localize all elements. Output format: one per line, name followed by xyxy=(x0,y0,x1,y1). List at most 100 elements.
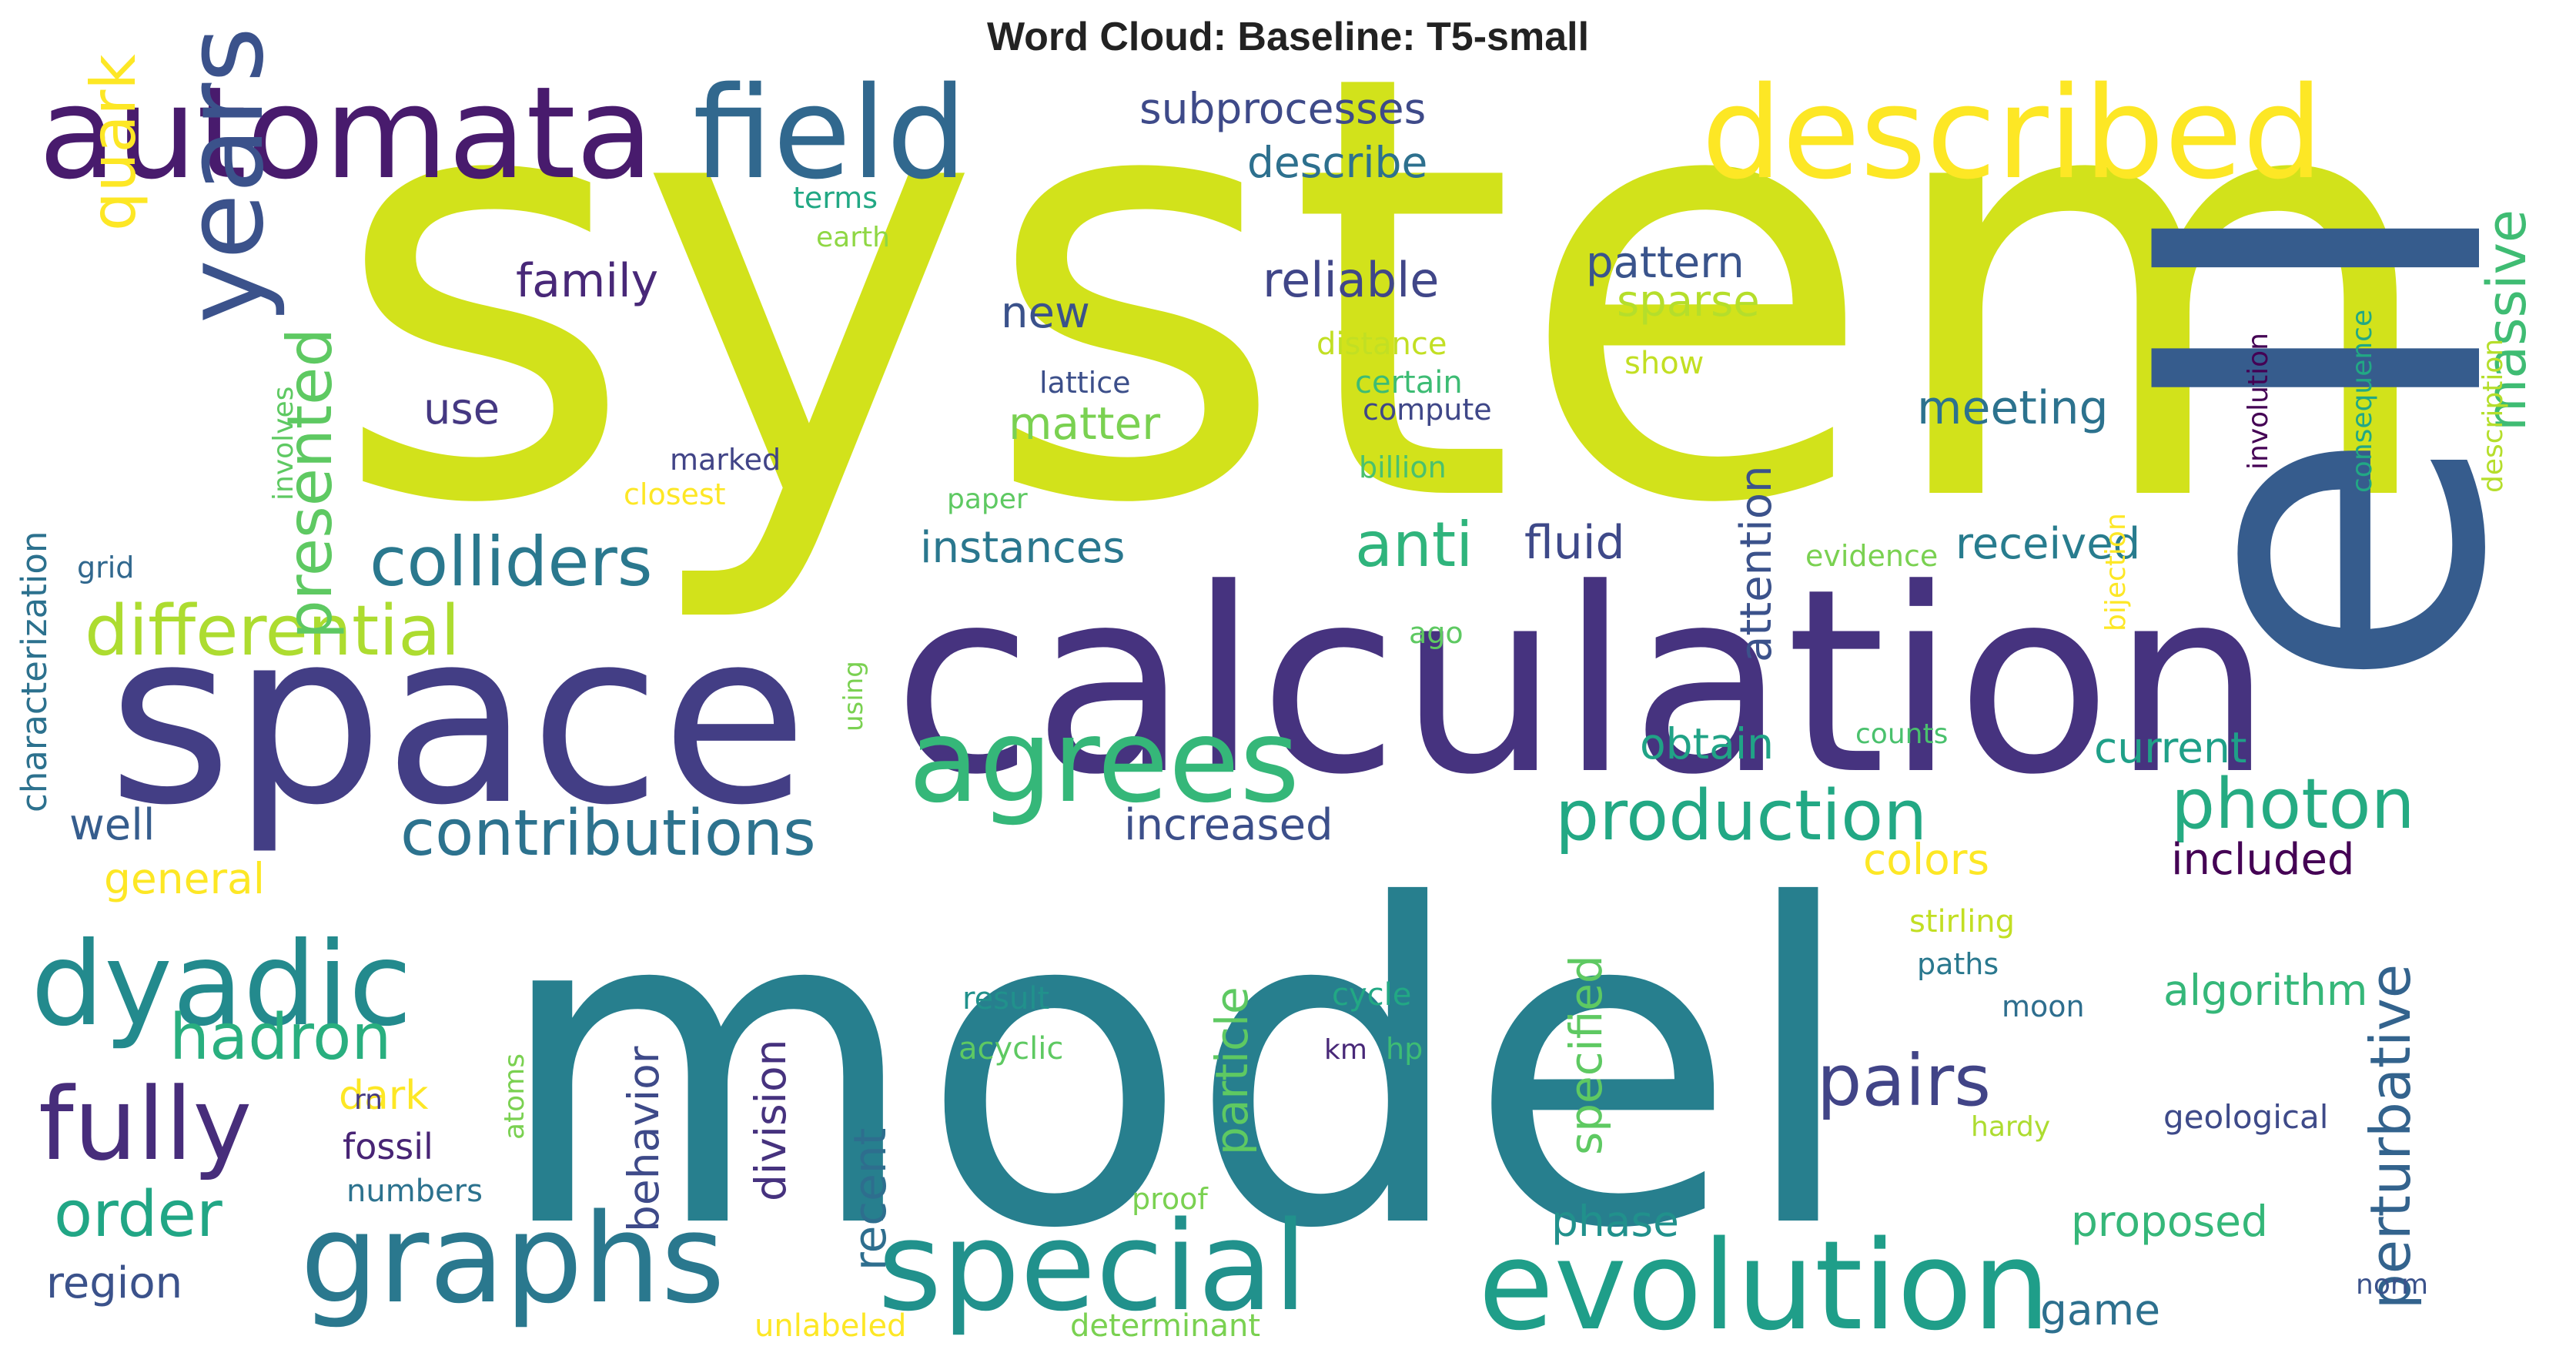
word-involves: involves xyxy=(268,387,299,501)
word-included: included xyxy=(2171,835,2354,885)
word-ago: ago xyxy=(1409,616,1464,650)
word-show: show xyxy=(1624,346,1704,381)
word-described: described xyxy=(1701,59,2323,207)
word-photon: photon xyxy=(2171,764,2415,845)
word-agrees: agrees xyxy=(908,695,1300,829)
word-attention: attention xyxy=(1731,466,1781,662)
word-recent: recent xyxy=(844,1128,896,1271)
word-evolution: evolution xyxy=(1478,1214,2050,1358)
word-massive: massive xyxy=(2475,209,2538,431)
word-family: family xyxy=(516,254,658,308)
word-phase: phase xyxy=(1551,1197,1679,1246)
word-increased: increased xyxy=(1124,800,1333,850)
word-general: general xyxy=(104,854,265,903)
word-pattern: pattern xyxy=(1586,238,1745,288)
word-differential: differential xyxy=(85,591,460,671)
word-determinant: determinant xyxy=(1070,1308,1260,1344)
word-proof: proof xyxy=(1132,1182,1209,1216)
word-anti: anti xyxy=(1355,509,1473,581)
word-paths: paths xyxy=(1917,947,1999,981)
word-game: game xyxy=(2040,1285,2160,1335)
word-obtain: obtain xyxy=(1640,719,1774,769)
word-hadron: hadron xyxy=(169,1001,391,1074)
word-subprocesses: subprocesses xyxy=(1139,84,1426,133)
word-counts: counts xyxy=(1855,718,1948,750)
word-certain: certain xyxy=(1355,365,1463,400)
word-characterization: characterization xyxy=(14,531,55,812)
word-numbers: numbers xyxy=(346,1174,483,1209)
word-acyclic: acyclic xyxy=(958,1031,1063,1067)
word-years: years xyxy=(162,27,288,323)
word-well: well xyxy=(69,800,155,850)
word-field: field xyxy=(693,59,967,207)
word-contributions: contributions xyxy=(400,797,816,870)
word-automata: automata xyxy=(38,59,654,207)
word-evidence: evidence xyxy=(1805,539,1938,573)
word-involution: involution xyxy=(2243,333,2274,470)
word-earth: earth xyxy=(816,222,890,253)
word-consequence: consequence xyxy=(2347,310,2378,493)
word-use: use xyxy=(423,384,500,434)
word-fossil: fossil xyxy=(343,1126,433,1167)
word-proposed: proposed xyxy=(2071,1197,2268,1246)
word-model: model xyxy=(493,814,1859,1324)
word-colors: colors xyxy=(1863,835,1989,884)
word-closest: closest xyxy=(624,477,726,511)
word-specified: specified xyxy=(1560,955,1612,1155)
word-fully: fully xyxy=(38,1066,252,1183)
word-ell: ell xyxy=(2079,188,2576,693)
word-division: division xyxy=(746,1040,795,1201)
word-pairs: pairs xyxy=(1817,1040,1991,1122)
word-calculation: calculation xyxy=(893,534,2273,830)
word-hardy: hardy xyxy=(1971,1111,2050,1143)
word-particle: particle xyxy=(1206,986,1258,1155)
word-norm: norm xyxy=(2356,1269,2428,1301)
word-space: space xyxy=(108,580,808,858)
word-unlabeled: unlabeled xyxy=(754,1308,906,1344)
word-new: new xyxy=(1001,288,1090,338)
word-terms: terms xyxy=(793,181,878,215)
word-perturbative: perturbative xyxy=(2358,964,2423,1309)
word-km: km xyxy=(1324,1034,1367,1066)
word-grid: grid xyxy=(77,551,134,584)
word-instances: instances xyxy=(920,523,1125,573)
word-algorithm: algorithm xyxy=(2163,966,2367,1015)
word-atoms: atoms xyxy=(499,1053,530,1140)
word-production: production xyxy=(1555,775,1927,856)
word-graphs: graphs xyxy=(300,1187,725,1331)
word-behavior: behavior xyxy=(619,1046,668,1232)
word-describe: describe xyxy=(1247,138,1427,187)
chart-title: Word Cloud: Baseline: T5-small xyxy=(986,15,1590,59)
word-quark: quark xyxy=(78,54,149,231)
word-moon: moon xyxy=(2002,990,2085,1023)
word-description: description xyxy=(2477,339,2509,493)
word-paper: paper xyxy=(947,484,1028,515)
word-received: received xyxy=(1955,519,2140,569)
word-sparse: sparse xyxy=(1617,276,1760,327)
word-distance: distance xyxy=(1316,327,1447,362)
word-hp: hp xyxy=(1386,1032,1423,1066)
word-compute: compute xyxy=(1363,393,1492,427)
word-cycle: cycle xyxy=(1332,977,1411,1013)
word-meeting: meeting xyxy=(1917,381,2109,435)
word-current: current xyxy=(2094,723,2246,772)
word-using: using xyxy=(838,661,869,732)
word-rn: rn xyxy=(354,1084,383,1116)
word-system: system xyxy=(331,0,2447,631)
word-colliders: colliders xyxy=(370,522,653,601)
word-dark: dark xyxy=(339,1073,428,1119)
word-billion: billion xyxy=(1359,450,1447,484)
word-special: special xyxy=(878,1194,1307,1338)
word-bijection: bijection xyxy=(2100,513,2132,631)
word-result: result xyxy=(962,981,1049,1016)
word-marked: marked xyxy=(670,443,781,477)
word-reliable: reliable xyxy=(1263,252,1439,308)
word-geological: geological xyxy=(2163,1098,2328,1136)
word-fluid: fluid xyxy=(1524,516,1625,570)
word-lattice: lattice xyxy=(1039,366,1130,400)
word-presented: presented xyxy=(274,328,346,639)
word-region: region xyxy=(46,1258,182,1308)
word-matter: matter xyxy=(1009,397,1160,450)
word-dyadic: dyadic xyxy=(31,918,412,1052)
